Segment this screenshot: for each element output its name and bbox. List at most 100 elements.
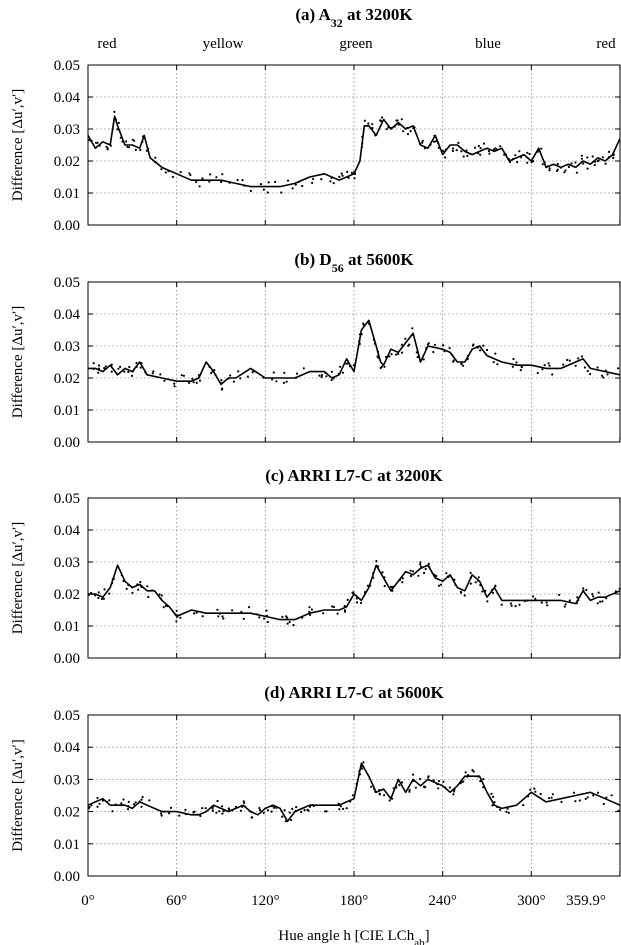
- y-tick-label: 0.01: [54, 619, 80, 635]
- data-point: [401, 581, 404, 584]
- data-point: [424, 567, 427, 571]
- data-point: [608, 150, 611, 153]
- data-point: [412, 334, 415, 337]
- y-tick-label: 0.05: [54, 708, 80, 724]
- data-point: [133, 139, 136, 142]
- data-point: [109, 144, 112, 147]
- hue-name-label: yellow: [203, 36, 244, 52]
- data-point: [360, 146, 363, 149]
- data-point: [221, 173, 224, 176]
- data-point: [312, 177, 315, 180]
- data-point: [476, 346, 479, 349]
- data-point: [371, 126, 374, 130]
- data-point: [421, 139, 424, 142]
- data-point: [159, 373, 162, 376]
- data-point: [445, 572, 448, 575]
- data-point: [258, 809, 262, 812]
- data-point: [378, 792, 381, 795]
- data-point: [209, 173, 212, 176]
- x-tick-label: 180°: [340, 893, 369, 909]
- data-point: [297, 180, 301, 183]
- data-point: [547, 362, 550, 365]
- data-point: [122, 804, 125, 807]
- data-point: [507, 158, 510, 161]
- y-tick-label: 0.05: [54, 275, 80, 291]
- data-point: [411, 327, 414, 330]
- data-point: [120, 802, 123, 805]
- data-point: [122, 798, 125, 801]
- data-point: [281, 615, 284, 619]
- data-point: [500, 603, 503, 606]
- data-point: [193, 612, 196, 615]
- data-point: [266, 809, 269, 812]
- data-point: [184, 808, 187, 812]
- data-point: [348, 365, 351, 368]
- y-tick-label: 0.04: [54, 90, 81, 106]
- data-point: [477, 152, 480, 155]
- data-point: [518, 603, 521, 606]
- data-point: [211, 370, 214, 373]
- y-tick-label: 0.01: [54, 403, 80, 419]
- data-point: [388, 799, 391, 802]
- data-point: [582, 587, 585, 590]
- data-point: [601, 156, 605, 159]
- data-point: [422, 785, 425, 788]
- data-point: [239, 809, 242, 812]
- chart-panel: (d) ARRI L7-C at 5600K 0.00 0.01 0.02 0.03 0.…: [10, 683, 621, 945]
- data-point: [274, 180, 277, 183]
- y-tick-label: 0.01: [54, 186, 80, 202]
- data-point: [355, 601, 359, 604]
- data-point: [398, 578, 401, 582]
- data-point: [241, 179, 244, 182]
- data-point: [602, 802, 605, 806]
- y-tick-label: 0.03: [54, 339, 80, 355]
- data-point: [360, 333, 363, 336]
- data-point: [320, 374, 323, 377]
- data-point: [220, 388, 223, 391]
- data-point: [446, 575, 449, 578]
- x-axis-label: Hue angle h [CIE LChab]: [278, 928, 429, 945]
- data-point: [469, 576, 472, 579]
- data-point: [591, 593, 594, 596]
- x-tick-label: 60°: [166, 893, 187, 909]
- data-point: [160, 814, 163, 817]
- data-point: [270, 810, 273, 813]
- data-point: [518, 150, 521, 153]
- data-point: [372, 572, 375, 575]
- data-point: [412, 779, 415, 783]
- data-point: [454, 583, 457, 586]
- data-point: [330, 378, 333, 382]
- data-point: [131, 591, 134, 595]
- data-point: [286, 179, 290, 182]
- data-point: [90, 804, 93, 807]
- data-point: [460, 591, 463, 594]
- data-point: [146, 585, 149, 588]
- data-point: [330, 176, 333, 180]
- data-point: [510, 604, 513, 607]
- data-point: [265, 609, 268, 612]
- title-text: (b) D: [294, 250, 331, 269]
- data-point: [361, 135, 364, 138]
- data-point: [474, 581, 477, 584]
- data-point: [98, 802, 101, 805]
- data-point: [482, 778, 485, 781]
- x-axis-label-part: ]: [425, 928, 430, 944]
- data-point: [522, 804, 525, 807]
- data-point: [514, 605, 517, 608]
- data-point: [127, 370, 130, 374]
- data-point: [92, 367, 95, 370]
- data-point: [397, 779, 400, 782]
- hue-name-label: blue: [475, 36, 501, 52]
- data-point: [294, 376, 298, 379]
- hue-name-label: green: [339, 36, 373, 52]
- data-point: [341, 371, 344, 374]
- data-point: [346, 598, 349, 602]
- data-point: [545, 601, 548, 604]
- data-point: [215, 176, 218, 179]
- data-point: [536, 371, 539, 375]
- data-point: [389, 796, 392, 799]
- data-point: [567, 165, 571, 169]
- data-point: [195, 180, 198, 184]
- data-point: [383, 576, 386, 579]
- data-point: [131, 586, 134, 589]
